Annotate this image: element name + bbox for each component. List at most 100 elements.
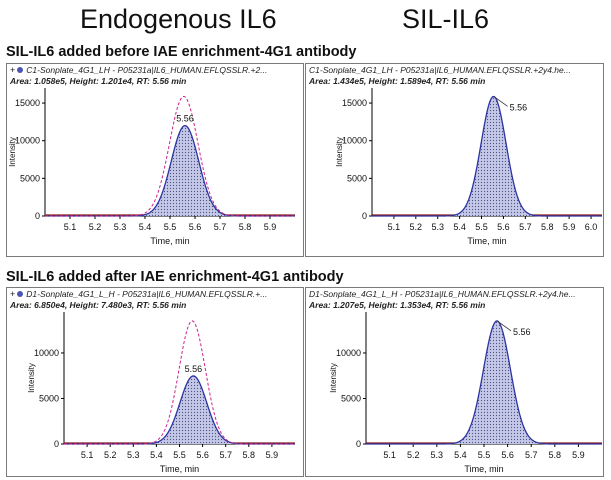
blue-dot-icon <box>17 291 24 297</box>
chromatogram-panel-4[interactable]: D1-Sonplate_4G1_L_H - P05231a|IL6_HUMAN.… <box>305 287 604 477</box>
y-axis-label: Intensity <box>8 137 17 167</box>
y-tick-label: 15000 <box>15 98 40 108</box>
x-tick-label: 5.8 <box>239 222 252 232</box>
plus-icon[interactable]: + <box>10 65 16 75</box>
y-tick-label: 0 <box>35 211 40 221</box>
x-tick-label: 5.2 <box>410 222 423 232</box>
peak-label-leader <box>496 320 512 332</box>
x-tick-label: 5.5 <box>173 450 186 460</box>
x-tick-label: 5.3 <box>431 450 444 460</box>
x-tick-label: 5.9 <box>264 222 277 232</box>
chromatogram-panel-3[interactable]: + D1-Sonplate_4G1_L_H - P05231a|IL6_HUMA… <box>6 287 304 477</box>
chromatogram-trace <box>366 320 602 445</box>
chromatogram-plot: 0 5000 10000 15000 5.1 5.2 5.3 5.4 5.5 5.6 5.7 5.8 5… <box>8 88 295 246</box>
x-tick-label: 5.5 <box>478 450 491 460</box>
x-tick-label: 5.7 <box>525 450 538 460</box>
x-tick-label: 5.4 <box>454 450 467 460</box>
peak-area <box>150 375 237 444</box>
chromatogram-panel-1[interactable]: + C1-Sonplate_4G1_LH - P05231a|IL6_HUMAN… <box>6 63 304 257</box>
panel-title: + C1-Sonplate_4G1_LH - P05231a|IL6_HUMAN… <box>10 65 267 75</box>
y-axis-label: Intensity <box>27 363 36 393</box>
x-tick-label: 5.8 <box>549 450 562 460</box>
peak-area <box>453 96 534 216</box>
section-title-before: SIL-IL6 added before IAE enrichment-4G1 … <box>6 44 357 60</box>
chromatogram-trace <box>372 95 602 217</box>
x-tick-label: 5.7 <box>214 222 227 232</box>
x-tick-label: 5.8 <box>243 450 256 460</box>
panel-info: Area: 1.058e5, Height: 1.201e4, RT: 5.56… <box>10 76 187 86</box>
panel-info: Area: 1.207e5, Height: 1.353e4, RT: 5.56… <box>309 300 486 310</box>
x-tick-label: 5.4 <box>453 222 466 232</box>
chromatogram-plot: 0 5000 10000 15000 5.1 5.2 5.3 5.4 5.5 5.6 5.7 5.8 5… <box>335 88 602 246</box>
peak-label: 5.56 <box>510 102 528 112</box>
panel-title-text: C1-Sonplate_4G1_LH - P05231a|IL6_HUMAN.E… <box>26 65 268 75</box>
peak-area <box>453 320 541 444</box>
panel-title: + D1-Sonplate_4G1_L_H - P05231a|IL6_HUMA… <box>10 289 267 299</box>
y-tick-label: 10000 <box>34 348 59 358</box>
x-tick-label: 5.1 <box>81 450 94 460</box>
peak-label: 5.56 <box>513 327 531 337</box>
x-tick-label: 5.9 <box>563 222 576 232</box>
overlay-trace <box>64 320 295 445</box>
x-tick-label: 5.9 <box>266 450 279 460</box>
x-tick-label: 5.1 <box>64 222 77 232</box>
x-tick-label: 5.9 <box>572 450 585 460</box>
y-tick-label: 10000 <box>15 136 40 146</box>
panel-title-text: C1-Sonplate_4G1_LH - P05231a|IL6_HUMAN.E… <box>309 65 571 75</box>
section-title-after: SIL-IL6 added after IAE enrichment-4G1 a… <box>6 269 344 285</box>
panel-info: Area: 6.850e4, Height: 7.480e3, RT: 5.56… <box>10 300 187 310</box>
x-tick-label: 5.2 <box>407 450 420 460</box>
chromatogram-plot: 0 5000 10000 5.1 5.2 5.3 5.4 5.5 5.6 5.7 5.8 5.9 Tim… <box>329 312 602 474</box>
panel-title: D1-Sonplate_4G1_L_H - P05231a|IL6_HUMAN.… <box>309 289 576 299</box>
x-tick-label: 5.8 <box>541 222 554 232</box>
y-axis-label: Intensity <box>335 137 344 167</box>
x-tick-label: 5.6 <box>501 450 514 460</box>
x-tick-label: 5.6 <box>497 222 510 232</box>
x-tick-label: 5.3 <box>114 222 127 232</box>
x-axis-label: Time, min <box>150 236 189 246</box>
peak-label: 5.56 <box>185 364 203 374</box>
plus-icon[interactable]: + <box>10 289 16 299</box>
x-tick-label: 5.1 <box>383 450 396 460</box>
chromatogram-panel-2[interactable]: C1-Sonplate_4G1_LH - P05231a|IL6_HUMAN.E… <box>305 63 604 257</box>
overlay-trace <box>45 95 295 217</box>
panel-info: Area: 1.434e5, Height: 1.589e4, RT: 5.56… <box>309 76 486 86</box>
x-axis-label: Time, min <box>464 464 503 474</box>
y-tick-label: 5000 <box>341 393 361 403</box>
y-tick-label: 5000 <box>347 173 367 183</box>
x-tick-label: 5.6 <box>196 450 209 460</box>
header-sil: SIL-IL6 <box>402 4 490 34</box>
x-tick-label: 5.3 <box>431 222 444 232</box>
x-tick-label: 5.7 <box>519 222 532 232</box>
peak-area <box>141 125 229 216</box>
x-tick-label: 5.7 <box>219 450 232 460</box>
y-tick-label: 0 <box>362 211 367 221</box>
chromatogram-plot: 0 5000 10000 5.1 5.2 5.3 5.4 5.5 5.6 5.7 5.8 5.9 Tim… <box>27 312 295 474</box>
y-tick-label: 0 <box>356 439 361 449</box>
x-axis-label: Time, min <box>467 236 506 246</box>
panel-title-text: D1-Sonplate_4G1_L_H - P05231a|IL6_HUMAN.… <box>309 289 576 299</box>
x-tick-label: 5.2 <box>89 222 102 232</box>
y-tick-label: 5000 <box>39 393 59 403</box>
panel-title: C1-Sonplate_4G1_LH - P05231a|IL6_HUMAN.E… <box>309 65 571 75</box>
y-tick-label: 5000 <box>20 173 40 183</box>
x-tick-label: 5.5 <box>475 222 488 232</box>
x-axis-label: Time, min <box>160 464 199 474</box>
peak-label: 5.56 <box>176 114 194 124</box>
peak-label-leader <box>493 96 508 107</box>
x-tick-label: 5.1 <box>388 222 401 232</box>
x-tick-label: 5.6 <box>189 222 202 232</box>
y-tick-label: 0 <box>54 439 59 449</box>
x-tick-label: 6.0 <box>585 222 598 232</box>
y-tick-label: 10000 <box>342 136 367 146</box>
y-tick-label: 10000 <box>336 348 361 358</box>
x-tick-label: 5.4 <box>139 222 152 232</box>
y-axis-label: Intensity <box>329 363 338 393</box>
y-tick-label: 15000 <box>342 98 367 108</box>
x-tick-label: 5.5 <box>164 222 177 232</box>
x-tick-label: 5.2 <box>104 450 117 460</box>
x-tick-label: 5.4 <box>150 450 163 460</box>
header-endogenous: Endogenous IL6 <box>80 4 277 34</box>
panel-title-text: D1-Sonplate_4G1_L_H - P05231a|IL6_HUMAN.… <box>26 289 268 299</box>
blue-dot-icon <box>17 67 24 73</box>
